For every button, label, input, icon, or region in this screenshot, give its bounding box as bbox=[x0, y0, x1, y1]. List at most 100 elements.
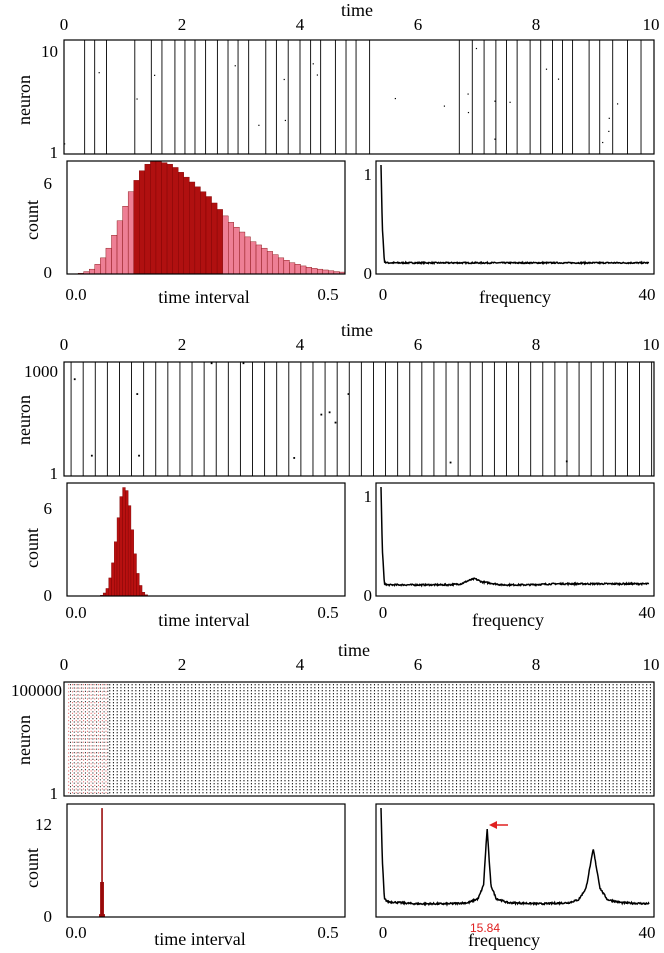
histogram-bar bbox=[183, 176, 190, 275]
histogram-bar bbox=[116, 517, 121, 597]
histogram-bar bbox=[194, 186, 201, 275]
spectrum-panel-1: 1 0 0 40 frequency bbox=[364, 160, 656, 307]
isi-2-ytick: 6 bbox=[44, 499, 53, 518]
spectrum-1-frame bbox=[375, 160, 655, 275]
histogram-bar bbox=[294, 264, 301, 275]
raster-2-ytick: 1 bbox=[50, 464, 59, 483]
histogram-bar bbox=[105, 588, 109, 597]
spectrum-1-xlabel: frequency bbox=[479, 287, 551, 307]
spectrum-3-xtick: 0 bbox=[379, 923, 388, 942]
spike-dot bbox=[154, 74, 156, 76]
raster-1-xtick: 8 bbox=[532, 15, 541, 34]
histogram-bar bbox=[233, 226, 240, 275]
histogram-bar bbox=[266, 251, 273, 275]
spectrum-2-xlabel: frequency bbox=[472, 610, 544, 630]
spike-dot bbox=[316, 74, 318, 76]
raster-3-frame bbox=[63, 681, 655, 797]
isi-3-ytick: 12 bbox=[35, 815, 52, 834]
histogram-bar bbox=[161, 162, 168, 275]
histogram-bar bbox=[119, 496, 123, 597]
spike-dot bbox=[443, 105, 446, 107]
spike-dot bbox=[284, 119, 286, 122]
histogram-bar bbox=[239, 231, 246, 275]
raster-panel-1: time 0 2 4 6 8 10 10 1 neuron bbox=[14, 0, 660, 162]
histogram-bar bbox=[111, 562, 115, 597]
spike-dot bbox=[73, 378, 76, 381]
raster-3-xlabel: time bbox=[338, 640, 370, 660]
histogram-bar bbox=[205, 196, 212, 275]
isi-3-xtick: 0.0 bbox=[65, 923, 86, 942]
histogram-bar bbox=[317, 268, 323, 275]
spike-dot bbox=[494, 100, 496, 102]
isi-1-xlabel: time interval bbox=[158, 287, 249, 307]
raster-2-xlabel: time bbox=[341, 320, 373, 340]
spike-dot bbox=[312, 63, 314, 65]
isi-2-marks bbox=[100, 487, 148, 597]
histogram-bar bbox=[105, 247, 112, 275]
histogram-bar bbox=[311, 268, 318, 275]
histogram-bar bbox=[111, 235, 118, 275]
spike-dot bbox=[449, 461, 452, 464]
raster-panel-3: time 0 2 4 6 8 10 100000 1 neuron bbox=[11, 640, 660, 803]
spike-dot bbox=[616, 103, 619, 105]
spike-dot bbox=[334, 421, 337, 424]
spike-dot bbox=[258, 124, 260, 126]
histogram-bar bbox=[100, 257, 107, 275]
histogram-bar bbox=[278, 257, 285, 275]
raster-3-xtick: 4 bbox=[296, 655, 305, 674]
spike-dot bbox=[210, 362, 213, 365]
histogram-bar bbox=[322, 269, 329, 275]
histogram-bar bbox=[228, 222, 235, 275]
histogram-bar bbox=[102, 882, 104, 918]
raster-3-xtick: 2 bbox=[178, 655, 187, 674]
spike-dot bbox=[64, 143, 66, 145]
spike-dot bbox=[608, 130, 610, 133]
isi-1-ylabel: count bbox=[22, 200, 42, 240]
spectrum-panel-2: 1 0 0 40 frequency bbox=[364, 482, 656, 630]
spectrum-2-line bbox=[380, 486, 650, 588]
isi-1-ytick: 0 bbox=[44, 263, 53, 282]
isi-2-xtick: 0.5 bbox=[317, 603, 338, 622]
histogram-bar bbox=[172, 167, 179, 275]
histogram-bar bbox=[136, 573, 140, 597]
histogram-bar bbox=[150, 160, 157, 275]
spectrum-3-xlabel: frequency bbox=[468, 930, 540, 950]
isi-3-frame bbox=[66, 803, 346, 918]
histogram-bar bbox=[133, 180, 140, 275]
histogram-bar bbox=[216, 209, 223, 275]
spike-dot bbox=[320, 413, 323, 416]
raster-2-marks bbox=[70, 362, 653, 476]
spike-dot bbox=[467, 111, 470, 114]
spike-dot bbox=[602, 141, 604, 144]
isi-1-ytick: 6 bbox=[44, 174, 53, 193]
raster-1-xtick: 2 bbox=[178, 15, 187, 34]
raster-3-ylabel: neuron bbox=[14, 715, 34, 765]
histogram-bar bbox=[272, 254, 279, 275]
raster-1-xlabel: time bbox=[341, 0, 373, 20]
spectrum-1-ytick: 1 bbox=[364, 165, 373, 184]
isi-2-frame bbox=[66, 482, 346, 597]
histogram-bar bbox=[300, 265, 307, 275]
raster-3-xtick: 0 bbox=[60, 655, 69, 674]
isi-panel-1: 6 0 count 0.0 0.5 time interval bbox=[22, 160, 346, 307]
histogram-bar bbox=[283, 260, 290, 275]
isi-3-marks bbox=[99, 808, 106, 918]
spectrum-panel-3: 0 40 frequency 15.84 bbox=[375, 803, 656, 950]
histogram-bar bbox=[200, 191, 207, 275]
spectrum-1-xtick: 0 bbox=[379, 285, 388, 304]
isi-2-xtick: 0.0 bbox=[65, 603, 86, 622]
raster-2-frame bbox=[63, 361, 655, 477]
histogram-bar bbox=[166, 164, 173, 275]
isi-panel-2: 6 0 count 0.0 0.5 time interval bbox=[22, 482, 346, 630]
spectrum-2-ytick: 0 bbox=[364, 586, 373, 605]
histogram-bar bbox=[289, 262, 296, 275]
histogram-bar bbox=[139, 170, 146, 275]
spike-dot bbox=[475, 47, 478, 50]
histogram-bar bbox=[222, 215, 229, 275]
histogram-bar bbox=[244, 236, 251, 275]
isi-2-ylabel: count bbox=[22, 528, 42, 568]
raster-3-marks bbox=[68, 684, 651, 794]
spectrum-3-frame bbox=[375, 803, 655, 918]
histogram-bar bbox=[114, 541, 118, 597]
